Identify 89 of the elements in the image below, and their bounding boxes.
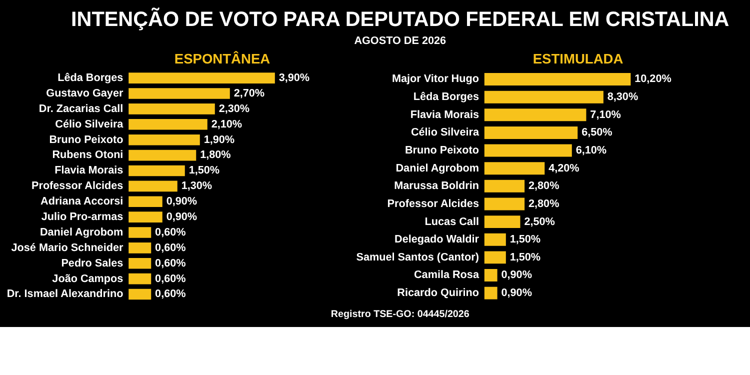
- bar: [128, 180, 178, 192]
- data-label: 1,80%: [200, 149, 232, 162]
- y-tick-label: Samuel Santos (Cantor): [356, 251, 480, 264]
- data-label: 6,50%: [582, 126, 613, 139]
- y-tick-label: Camila Rosa: [414, 269, 480, 282]
- data-label: 0,60%: [155, 288, 186, 300]
- y-tick-label: Delegado Waldir: [394, 234, 480, 246]
- data-label: 10,20%: [634, 73, 672, 86]
- bar: [128, 165, 185, 176]
- bar: [128, 258, 152, 269]
- bar: [128, 104, 215, 114]
- data-label: 2,80%: [528, 198, 560, 210]
- bar: [128, 273, 152, 284]
- y-tick-label: Daniel Agrobom: [396, 162, 479, 174]
- bar: [128, 288, 152, 300]
- y-tick-label: Rubens Otoni: [52, 149, 124, 162]
- bar: [484, 162, 545, 175]
- y-tick-label: João Campos: [52, 272, 124, 285]
- data-label: 1,50%: [188, 164, 220, 177]
- bar: [484, 180, 525, 192]
- data-label: 2,50%: [524, 216, 556, 228]
- y-tick-label: Célio Silveira: [55, 118, 124, 130]
- bar: [484, 90, 604, 104]
- bar: [484, 108, 586, 122]
- data-label: 0,90%: [166, 196, 198, 208]
- y-tick-label: Julio Pro-armas: [41, 211, 124, 224]
- data-label: 2,80%: [528, 180, 560, 192]
- data-label: 7,10%: [590, 108, 622, 121]
- bar: [484, 73, 631, 86]
- text: AGOSTO DE 2026: [354, 34, 446, 47]
- data-label: 0,60%: [155, 242, 186, 254]
- y-tick-label: Marussa Boldrin: [394, 180, 479, 192]
- y-tick-label: Célio Silveira: [410, 126, 480, 139]
- data-label: 1,30%: [181, 180, 212, 192]
- y-tick-label: Daniel Agrobom: [40, 226, 124, 238]
- data-label: 0,60%: [155, 257, 186, 270]
- data-label: 1,90%: [204, 134, 235, 146]
- text: INTENÇÃO DE VOTO PARA DEPUTADO FEDERAL EM CRISTALINA: [71, 7, 730, 32]
- y-tick-label: Lucas Call: [424, 216, 479, 228]
- data-label: 4,20%: [548, 162, 580, 174]
- bar: [484, 233, 506, 246]
- data-label: 0,90%: [501, 287, 532, 300]
- bar: [484, 251, 506, 264]
- data-label: 6,10%: [576, 144, 607, 156]
- bar: [484, 269, 498, 282]
- y-tick-label: Lêda Borges: [58, 72, 124, 84]
- data-label: 0,90%: [501, 269, 532, 282]
- data-label: 3,90%: [278, 72, 310, 84]
- y-tick-label: Adriana Accorsi: [40, 196, 124, 208]
- bar: [128, 212, 162, 222]
- bar: [128, 150, 196, 161]
- bar: [128, 134, 200, 146]
- bar: [128, 242, 152, 254]
- y-tick-label: Dr. Ismael Alexandrino: [6, 288, 124, 300]
- data-label: 1,50%: [510, 251, 541, 264]
- data-label: 0,90%: [166, 211, 198, 224]
- y-tick-label: José Mario Schneider: [11, 242, 124, 254]
- bar: [484, 144, 572, 157]
- y-tick-label: Professor Alcides: [32, 180, 124, 192]
- bar: [484, 126, 578, 139]
- bar: [484, 216, 520, 228]
- data-label: 8,30%: [607, 91, 638, 104]
- data-label: 1,50%: [510, 234, 541, 246]
- y-tick-label: Dr. Zacarias Call: [38, 102, 124, 115]
- y-tick-label: Professor Alcides: [387, 198, 479, 210]
- bar: [128, 119, 208, 130]
- data-label: 2,30%: [218, 102, 250, 115]
- y-tick-label: Lêda Borges: [413, 91, 479, 104]
- bar: [128, 72, 275, 84]
- data-label: 2,10%: [211, 118, 242, 130]
- y-tick-label: Flavia Morais: [54, 164, 124, 177]
- y-tick-label: Gustavo Gayer: [46, 87, 124, 100]
- y-tick-label: Bruno Peixoto: [404, 144, 480, 156]
- y-tick-label: Pedro Sales: [61, 257, 124, 270]
- chart-title: ESPONTÂNEA: [174, 50, 270, 66]
- bar: [128, 227, 152, 238]
- bar: [484, 198, 525, 210]
- y-tick-label: Ricardo Quirino: [397, 287, 480, 300]
- bar: [484, 286, 498, 300]
- y-tick-label: Bruno Peixoto: [49, 134, 124, 146]
- bar: [128, 196, 162, 208]
- y-tick-label: Major Vitor Hugo: [392, 73, 480, 86]
- data-label: 0,60%: [155, 226, 186, 238]
- y-tick-label: Flavia Morais: [410, 108, 479, 121]
- text: Registro TSE-GO: 04445/2026: [330, 308, 470, 320]
- data-label: 2,70%: [234, 87, 265, 100]
- bar: [128, 88, 230, 99]
- chart-title: ESTIMULADA: [532, 51, 624, 66]
- data-label: 0,60%: [155, 272, 186, 285]
